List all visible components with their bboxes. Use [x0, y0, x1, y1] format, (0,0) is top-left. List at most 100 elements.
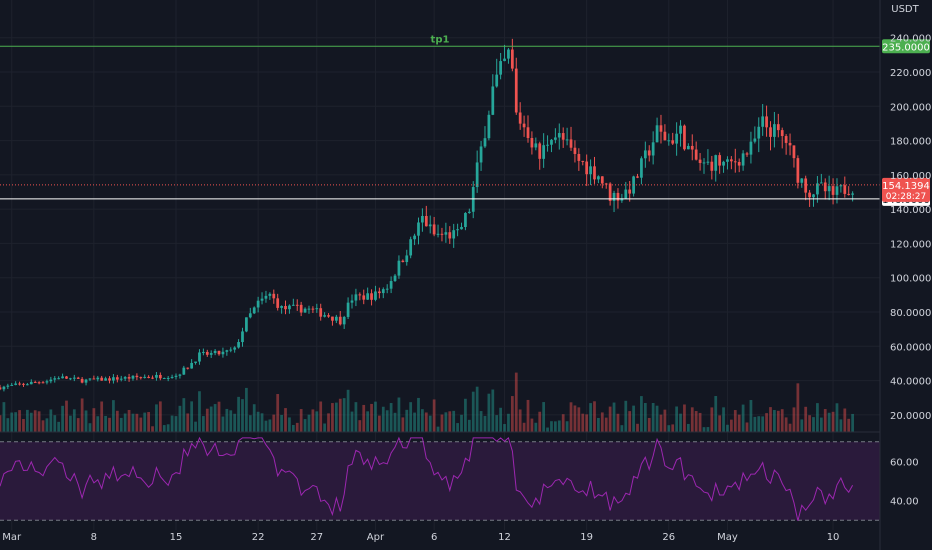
candle-body: [534, 143, 538, 148]
candle-body: [749, 141, 753, 155]
candle-body: [61, 376, 64, 379]
volume-bar: [186, 413, 190, 432]
candle-body: [655, 125, 659, 143]
candle-body: [780, 130, 784, 137]
candle-body: [761, 116, 765, 127]
time-tick-label: Mar: [2, 532, 22, 543]
candle-body: [108, 378, 111, 381]
candle-body: [264, 295, 268, 299]
volume-bar: [198, 391, 201, 432]
candle-body: [397, 260, 401, 276]
time-tick-label: Apr: [367, 532, 385, 543]
candle-body: [518, 112, 522, 124]
candle-body: [628, 189, 632, 194]
volume-bar: [33, 410, 37, 432]
volume-bar: [256, 411, 260, 432]
time-tick-label: 22: [252, 532, 265, 543]
volume-bar: [530, 418, 534, 432]
candle-body: [526, 127, 530, 139]
volume-bar: [424, 412, 428, 432]
volume-bar: [776, 410, 780, 432]
candle-body: [147, 376, 150, 378]
candle-body: [432, 224, 436, 235]
volume-bar: [96, 416, 100, 432]
candle-body: [370, 293, 373, 300]
volume-bar: [550, 421, 553, 432]
volume-bar: [202, 416, 205, 432]
candle-body: [315, 308, 319, 310]
volume-bar: [37, 411, 41, 432]
target-annotation: tp1: [431, 34, 450, 45]
candle-body: [41, 382, 45, 384]
candle-body: [178, 374, 182, 376]
volume-bar: [483, 415, 487, 432]
candle-body: [491, 86, 495, 115]
volume-bar: [835, 403, 839, 432]
volume-bar: [671, 424, 675, 432]
volume-bar: [460, 414, 463, 432]
volume-bar: [643, 402, 647, 432]
volume-bar: [338, 398, 342, 432]
candle-body: [327, 315, 330, 317]
volume-bar: [92, 408, 96, 432]
volume-bar: [675, 406, 678, 432]
candle-body: [45, 381, 49, 383]
volume-bar: [311, 409, 315, 432]
volume-bar: [272, 414, 276, 432]
candle-body: [53, 378, 57, 380]
candle-countdown: 02:28:27: [886, 192, 926, 202]
volume-bar: [303, 419, 307, 432]
volume-bar: [288, 417, 291, 432]
volume-bar: [174, 416, 178, 432]
volume-bar: [413, 412, 416, 432]
volume-bar: [29, 412, 33, 432]
volume-bar: [436, 426, 440, 432]
candle-body: [479, 146, 483, 163]
volume-bar: [182, 398, 186, 432]
candle-body: [651, 142, 655, 156]
volume-bar: [561, 414, 565, 432]
volume-bar: [612, 402, 616, 432]
price-tick-label: 180.0000: [890, 137, 932, 148]
volume-bar: [217, 401, 221, 432]
candle-body: [280, 306, 283, 308]
volume-bar: [686, 423, 690, 432]
candle-body: [217, 350, 221, 355]
rsi-tick-label: 40.00: [890, 497, 919, 508]
candle-body: [346, 302, 350, 317]
volume-bar: [378, 415, 381, 432]
volume-bar: [487, 393, 491, 432]
candle-body: [773, 124, 776, 137]
candle-body: [139, 377, 143, 379]
candle-body: [374, 291, 377, 300]
volume-bar: [205, 408, 209, 432]
candle-body: [65, 376, 68, 379]
candle-body: [194, 361, 197, 363]
candle-body: [640, 158, 643, 178]
candle-body: [213, 350, 217, 354]
volume-bar: [655, 405, 659, 432]
volume-bar: [467, 419, 471, 432]
volume-bar: [546, 427, 549, 432]
volume-bar: [647, 417, 651, 432]
candle-body: [276, 298, 280, 308]
candle-body: [225, 350, 229, 352]
volume-bar: [346, 389, 350, 432]
candle-body: [620, 198, 624, 201]
candle-body: [706, 161, 710, 163]
candle-body: [307, 308, 311, 310]
volume-bar: [342, 398, 346, 432]
volume-bar: [327, 413, 330, 432]
candle-body: [14, 383, 18, 385]
volume-bar: [440, 414, 444, 432]
volume-bar: [679, 413, 682, 432]
candle-body: [456, 229, 459, 231]
volume-bar: [753, 416, 757, 432]
time-tick-label: 12: [498, 532, 511, 543]
volume-bar: [816, 403, 819, 432]
volume-bar: [554, 421, 557, 432]
volume-bar: [706, 427, 710, 432]
candle-body: [557, 133, 561, 138]
